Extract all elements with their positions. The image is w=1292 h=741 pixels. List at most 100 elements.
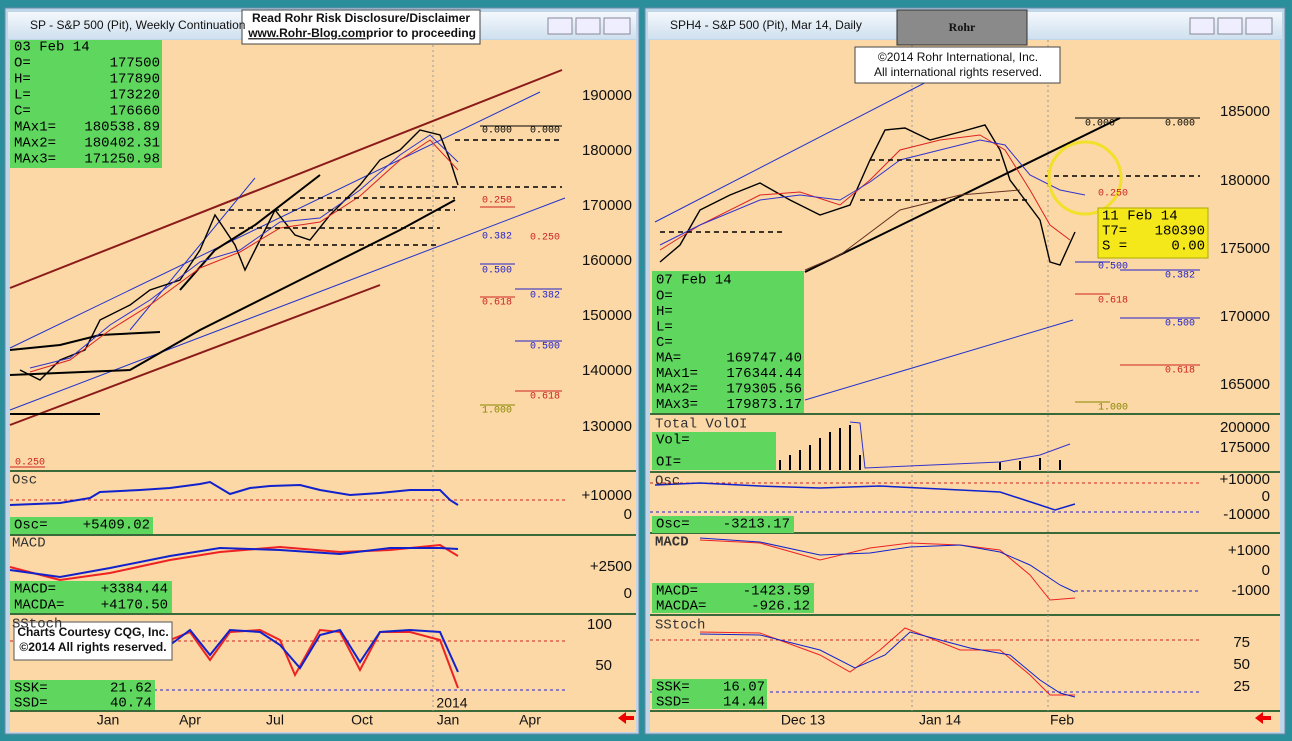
info-label: O= <box>14 56 31 72</box>
info-label: L= <box>14 88 31 104</box>
vol-readout <box>652 432 776 470</box>
x-axis-label: Jan <box>437 712 460 728</box>
cursor-value: 0.00 <box>1171 239 1205 255</box>
price-axis-label: 150000 <box>582 307 632 324</box>
panel-name: MACD <box>655 535 689 551</box>
info-value: 180402.31 <box>84 136 160 152</box>
fib-label: 0.000 <box>1165 119 1195 130</box>
info-value: 176344.44 <box>726 366 802 382</box>
readout-label: Osc= <box>14 518 48 534</box>
readout-label: OI= <box>656 455 681 471</box>
fib-label: 0.000 <box>482 126 512 137</box>
macd-axis-label: +2500 <box>590 558 632 575</box>
logo-text: Rohr <box>949 20 976 34</box>
info-value: 171250.98 <box>84 152 160 168</box>
scroll-arrow[interactable] <box>618 712 634 724</box>
x-axis-label: Jan 14 <box>919 712 961 728</box>
disclaimer-text: Read Rohr Risk Disclosure/Disclaimer <box>252 11 470 25</box>
readout-label: SSD= <box>656 695 690 711</box>
info-box <box>652 271 804 413</box>
price-drawing <box>650 74 1200 698</box>
stoch-axis-label: 50 <box>1233 656 1250 673</box>
info-value: 179305.56 <box>726 382 802 398</box>
readout-label: SSK= <box>656 680 690 696</box>
readout-value: -926.12 <box>751 599 810 615</box>
readout-value: +4170.50 <box>101 598 168 614</box>
close-button[interactable] <box>603 17 631 35</box>
info-value: 173220 <box>110 88 160 104</box>
x-axis-area <box>10 711 636 732</box>
readout-value: 21.62 <box>110 681 152 697</box>
cursor-value: 180390 <box>1155 224 1205 240</box>
right-window <box>644 7 1286 735</box>
x-axis-label: Apr <box>519 712 541 728</box>
courtesy-text: Charts Courtesy CQG, Inc. <box>17 625 168 639</box>
fib-label: 0.250 <box>530 233 560 244</box>
info-value: 176660 <box>110 104 160 120</box>
info-value: 177500 <box>110 56 160 72</box>
maximize-button[interactable] <box>575 17 601 35</box>
stoch-axis-label: 50 <box>595 657 612 674</box>
readout-label: MACD= <box>14 582 56 598</box>
courtesy-text: ©2014 All rights reserved. <box>19 640 166 654</box>
fib-label: 1.000 <box>482 406 512 417</box>
panel-separators <box>10 470 636 712</box>
info-label: C= <box>656 335 673 351</box>
readout-value: -1423.59 <box>743 584 810 600</box>
vol-axis-label: 175000 <box>1220 439 1270 456</box>
copyright-box <box>854 46 1061 84</box>
minimize-button[interactable] <box>1189 17 1215 35</box>
macd-axis-label: +1000 <box>1228 542 1270 559</box>
price-axis-label: 140000 <box>582 362 632 379</box>
scroll-arrow[interactable] <box>1255 712 1271 724</box>
x-axis-label: Jul <box>266 712 284 728</box>
price-axis-label: 175000 <box>1220 240 1270 257</box>
x-axis-area <box>650 711 1280 732</box>
fib-label: 0.000 <box>1085 119 1115 130</box>
maximize-button[interactable] <box>1217 17 1243 35</box>
cursor-date: 11 Feb 14 <box>1102 209 1178 225</box>
info-label: L= <box>656 320 673 336</box>
panel-name: Total VolOI <box>655 417 747 433</box>
macd-axis-label: -1000 <box>1232 582 1270 599</box>
cursor-label: S = <box>1102 239 1127 255</box>
x-axis-label: Jan <box>97 712 120 728</box>
readout-label: SSD= <box>14 696 48 712</box>
cursor-readout <box>1097 207 1209 259</box>
osc-axis-label: 0 <box>1262 488 1270 505</box>
logo <box>896 9 1028 46</box>
price-axis-label: 180000 <box>582 142 632 159</box>
osc-axis-label: +10000 <box>582 487 632 504</box>
fib-label: 0.500 <box>530 342 560 353</box>
stoch-readout <box>10 680 155 710</box>
osc-readout <box>10 517 153 534</box>
macd-readout <box>652 583 814 613</box>
macd-axis-label: 0 <box>624 585 632 602</box>
minimize-button[interactable] <box>547 17 573 35</box>
price-axis-label: 190000 <box>582 87 632 104</box>
fib-label: 0.618 <box>482 298 512 309</box>
macd-axis-label: 0 <box>1262 562 1270 579</box>
stoch-axis-label: 100 <box>587 616 612 633</box>
x-axis-label: Oct <box>351 712 373 728</box>
info-label: H= <box>14 72 31 88</box>
panel-name: Osc <box>655 474 680 490</box>
window-buttons[interactable] <box>547 17 631 35</box>
close-button[interactable] <box>1245 17 1273 35</box>
stoch-axis-label: 75 <box>1233 634 1250 651</box>
readout-label: SSK= <box>14 681 48 697</box>
x-axis-label: Apr <box>179 712 201 728</box>
price-axis-label: 185000 <box>1220 103 1270 120</box>
copyright-text: All international rights reserved. <box>874 65 1042 79</box>
info-label: H= <box>656 304 673 320</box>
info-label: MAx1= <box>656 366 698 382</box>
price-axis-label: 160000 <box>582 252 632 269</box>
panel-name: SStoch <box>12 617 62 633</box>
disclaimer-box <box>241 9 481 45</box>
osc-axis-label: -10000 <box>1223 506 1270 523</box>
info-label: MAx1= <box>14 120 56 136</box>
vol-axis-label: 200000 <box>1220 419 1270 436</box>
window-buttons[interactable] <box>1189 17 1273 35</box>
disclaimer-link[interactable]: www.Rohr-Blog.com <box>247 26 366 40</box>
